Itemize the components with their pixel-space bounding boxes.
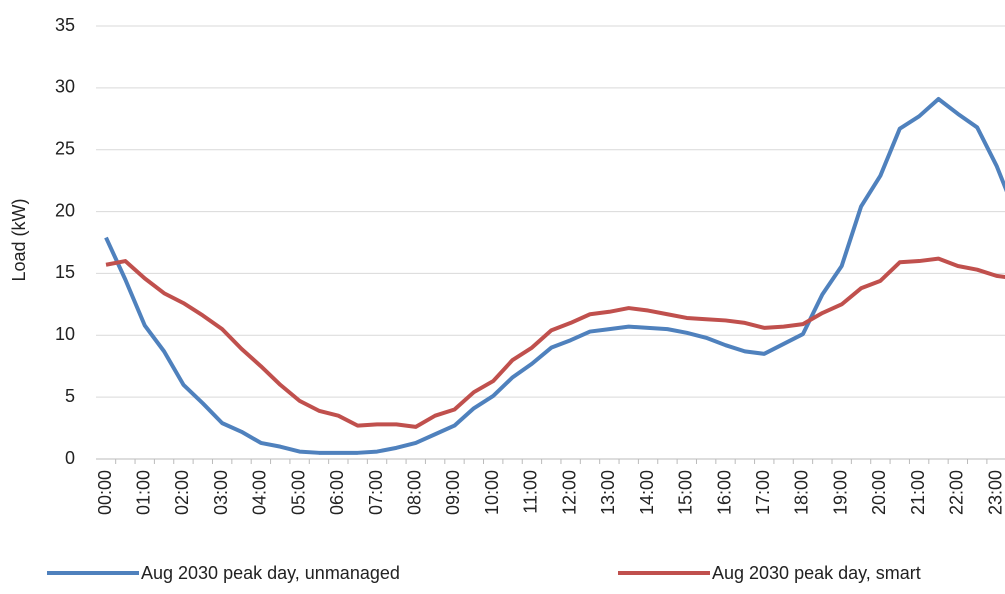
y-tick-label: 0: [65, 448, 75, 468]
y-tick-label: 20: [55, 200, 75, 220]
x-tick-label: 21:00: [908, 470, 928, 515]
x-tick-label: 09:00: [443, 470, 463, 515]
x-tick-label: 03:00: [211, 470, 231, 515]
x-tick-label: 01:00: [133, 470, 153, 515]
legend-label: Aug 2030 peak day, smart: [712, 563, 921, 583]
series-line: [104, 96, 1005, 455]
x-tick-label: 17:00: [753, 470, 773, 515]
x-tick-label: 07:00: [366, 470, 386, 515]
x-tick-label: 18:00: [792, 470, 812, 515]
series-line: [105, 256, 1005, 429]
x-tick-label: 05:00: [288, 470, 308, 515]
x-tick-label: 23:00: [985, 470, 1005, 515]
x-tick-label: 13:00: [598, 470, 618, 515]
x-tick-label: 02:00: [172, 470, 192, 515]
x-tick-label: 16:00: [714, 470, 734, 515]
y-tick-label: 15: [55, 262, 75, 282]
x-tick-label: 12:00: [559, 470, 579, 515]
x-tick-label: 15:00: [676, 470, 696, 515]
y-tick-label: 30: [55, 77, 75, 97]
x-tick-label: 06:00: [327, 470, 347, 515]
legend-label: Aug 2030 peak day, unmanaged: [141, 563, 400, 583]
x-tick-label: 08:00: [405, 470, 425, 515]
x-tick-label: 00:00: [95, 470, 115, 515]
x-tick-label: 19:00: [830, 470, 850, 515]
y-tick-label: 25: [55, 138, 75, 158]
y-tick-label: 10: [55, 324, 75, 344]
x-tick-label: 10:00: [482, 470, 502, 515]
x-tick-label: 22:00: [947, 470, 967, 515]
x-tick-label: 11:00: [521, 470, 541, 514]
y-axis-label: Load (kW): [9, 198, 29, 281]
x-tick-label: 04:00: [250, 470, 270, 515]
y-tick-label: 5: [65, 386, 75, 406]
x-tick-label: 20:00: [869, 470, 889, 515]
y-tick-label: 35: [55, 15, 75, 35]
x-tick-label: 14:00: [637, 470, 657, 515]
